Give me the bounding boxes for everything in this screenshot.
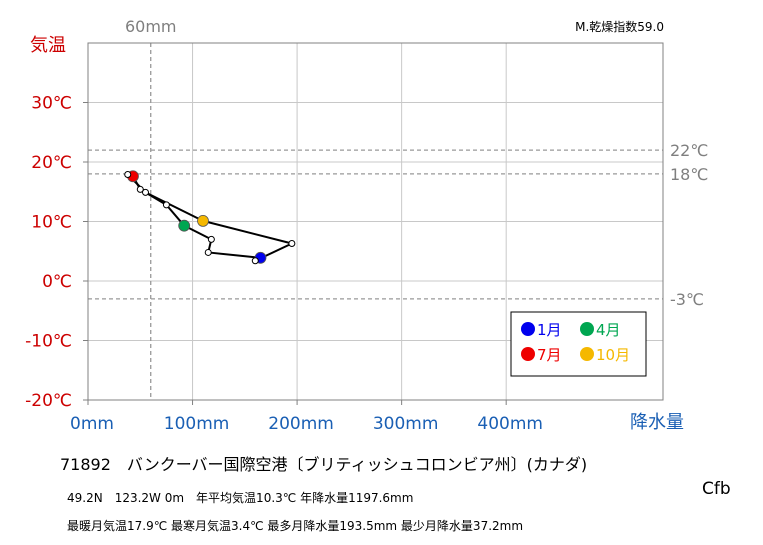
y-tick-label: 0℃ [42,272,72,292]
legend-marker [521,322,535,336]
y-tick-label: 10℃ [31,213,72,233]
x-tick-label: 200mm [268,414,334,434]
month-point [251,257,259,265]
month-point [162,201,170,209]
reference-label-precip: 60mm [125,17,177,36]
station-name: 71892 バンクーバー国際空港〔ブリティッシュコロンビア州〕(カナダ) [60,455,588,474]
path-segment [144,191,204,222]
legend-marker [580,322,594,336]
y-tick-label: -10℃ [25,332,72,352]
y-tick-label: 20℃ [31,153,72,173]
legend-box [510,311,647,377]
x-tick-label: 0mm [70,414,114,434]
month-point [136,185,144,193]
legend-label: 10月 [596,346,630,364]
legend: 1月 4月 7月 10月 [510,311,647,377]
y-tick-label: 30℃ [31,94,72,114]
legend-marker [580,347,594,361]
climate-path [126,173,293,263]
x-tick-label: 100mm [164,414,230,434]
month-point [288,240,296,248]
month-point [124,170,132,178]
legend-marker [521,347,535,361]
legend-label: 1月 [537,321,562,339]
legend-label: 7月 [537,346,562,364]
reference-label-temp: 22℃ [670,141,708,160]
station-info-line-2: 最暖月気温17.9℃ 最寒月気温3.4℃ 最多月降水量193.5mm 最少月降水… [67,519,524,533]
y-axis-title: 気温 [30,35,66,56]
path-segment [202,219,293,245]
month-point [207,235,215,243]
x-tick-label: 400mm [477,414,543,434]
month-point [204,248,212,256]
axis-ticks: -20℃ -10℃ 0℃ 10℃ 20℃ 30℃ 0mm 100mm 200mm 300mm 400… [25,94,543,435]
reference-label-temp: 18℃ [670,165,708,184]
dryness-index: M.乾燥指数59.0 [575,19,664,34]
path-segment [207,251,262,259]
x-tick-label: 300mm [373,414,439,434]
x-axis-title: 降水量 [630,412,684,433]
station-info-line-1: 49.2N 123.2W 0m 年平均気温10.3℃ 年降水量1197.6mm [67,491,414,505]
y-tick-label: -20℃ [25,391,72,411]
reference-label-temp: -3℃ [670,290,704,309]
month-points [124,170,296,265]
koppen-class: Cfb [702,479,731,499]
month-point-highlight [178,219,191,232]
month-point [142,188,149,196]
reference-lines: 22℃ 18℃ -3℃ 60mm [88,17,708,400]
legend-label: 4月 [596,321,621,339]
month-point-highlight [197,215,209,227]
